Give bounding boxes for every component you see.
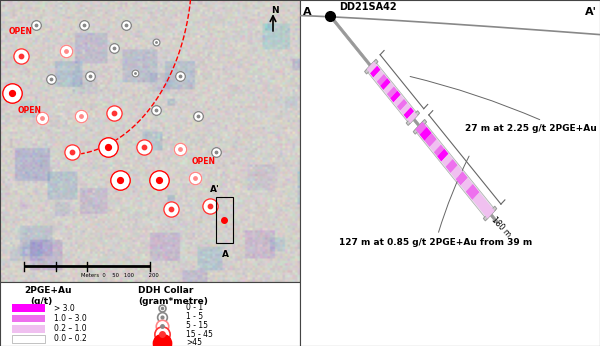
Text: A': A' (585, 7, 597, 17)
Polygon shape (406, 111, 419, 126)
Text: >45: >45 (186, 338, 202, 346)
Polygon shape (434, 145, 445, 156)
Polygon shape (446, 159, 458, 173)
Text: OPEN: OPEN (192, 156, 216, 165)
Text: 27 m at 2.25 g/t 2PGE+Au from 55 m: 27 m at 2.25 g/t 2PGE+Au from 55 m (410, 76, 600, 133)
Polygon shape (472, 192, 494, 219)
Polygon shape (484, 206, 497, 221)
Text: OPEN: OPEN (18, 106, 42, 115)
Text: DD21SA42: DD21SA42 (339, 2, 397, 12)
Text: 180 m: 180 m (490, 215, 512, 239)
Polygon shape (397, 99, 407, 111)
Polygon shape (455, 172, 468, 185)
Polygon shape (430, 139, 441, 152)
Polygon shape (390, 91, 401, 102)
Polygon shape (329, 15, 499, 224)
Polygon shape (377, 74, 387, 86)
Polygon shape (367, 62, 377, 73)
Polygon shape (451, 165, 463, 179)
Text: A': A' (210, 185, 220, 194)
Polygon shape (415, 122, 427, 135)
Polygon shape (404, 107, 414, 119)
Polygon shape (461, 178, 473, 192)
Polygon shape (370, 66, 380, 78)
Polygon shape (415, 121, 496, 219)
Text: A: A (222, 249, 229, 258)
Text: 1.0 – 3.0: 1.0 – 3.0 (54, 314, 87, 323)
Polygon shape (400, 103, 411, 115)
Text: DDH Collar: DDH Collar (138, 286, 193, 295)
Text: 0 - 1: 0 - 1 (186, 303, 203, 312)
Polygon shape (373, 70, 384, 82)
Text: OPEN: OPEN (9, 27, 33, 36)
Text: > 3.0: > 3.0 (54, 304, 75, 313)
Text: 0.0 – 0.2: 0.0 – 0.2 (54, 335, 87, 344)
Polygon shape (383, 82, 394, 94)
Text: A: A (303, 7, 311, 17)
Polygon shape (425, 133, 437, 147)
Bar (216, 197, 233, 243)
Polygon shape (407, 111, 418, 123)
Polygon shape (366, 61, 418, 124)
Polygon shape (394, 95, 404, 107)
Text: 0.2 – 1.0: 0.2 – 1.0 (54, 324, 86, 333)
Polygon shape (437, 149, 449, 162)
Polygon shape (365, 59, 378, 74)
Text: N: N (271, 6, 279, 15)
Bar (12, 325, 45, 333)
Text: 2PGE+Au: 2PGE+Au (24, 286, 71, 295)
Text: (g/t): (g/t) (30, 297, 52, 306)
Text: 127 m at 0.85 g/t 2PGE+Au from 39 m: 127 m at 0.85 g/t 2PGE+Au from 39 m (339, 156, 532, 247)
Bar (12, 335, 45, 343)
Polygon shape (466, 184, 479, 200)
Bar (12, 304, 45, 312)
Polygon shape (387, 86, 397, 98)
Text: 5 - 15: 5 - 15 (186, 321, 208, 330)
Text: 1 - 5: 1 - 5 (186, 312, 203, 321)
Polygon shape (419, 127, 432, 141)
Bar (12, 315, 45, 322)
Polygon shape (413, 119, 427, 134)
Polygon shape (442, 154, 453, 167)
Polygon shape (380, 78, 391, 90)
Text: (gram*metre): (gram*metre) (138, 297, 208, 306)
Text: 15 - 45: 15 - 45 (186, 330, 213, 339)
Text: Meters  0    50   100         200: Meters 0 50 100 200 (81, 273, 159, 278)
